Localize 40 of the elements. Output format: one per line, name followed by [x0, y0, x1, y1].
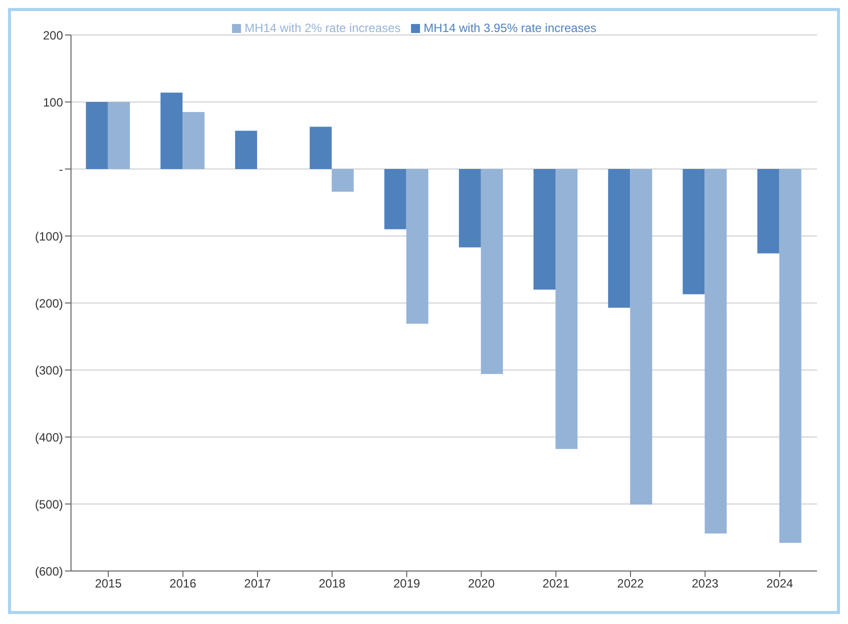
y-tick-label: 200: [42, 28, 64, 42]
x-tick-label: 2021: [542, 576, 570, 591]
bar: [182, 112, 205, 169]
bar: [630, 169, 652, 505]
bar: [235, 130, 258, 169]
bar: [757, 169, 780, 254]
bar: [556, 169, 578, 450]
y-tick-label: (100): [34, 229, 63, 244]
x-tick-label: 2022: [617, 576, 644, 591]
x-tick-label: 2017: [244, 576, 272, 591]
x-tick-label: 2019: [393, 576, 420, 591]
legend-label: MH14 with 3.95% rate increases: [424, 21, 596, 35]
bar: [458, 169, 481, 248]
bar: [480, 169, 503, 374]
bar: [682, 169, 705, 294]
bar: [779, 169, 802, 543]
bar: [86, 102, 108, 169]
x-tick-label: 2020: [468, 576, 495, 591]
y-tick-label: (300): [34, 363, 63, 378]
legend-label: MH14 with 2% rate increases: [244, 21, 401, 35]
bar: [406, 169, 428, 324]
y-tick-label: (200): [34, 296, 63, 310]
y-tick-label: 100: [42, 95, 64, 110]
bar: [704, 169, 727, 534]
x-tick-label: 2023: [692, 576, 719, 591]
x-tick-label: 2024: [766, 576, 794, 591]
bar: [332, 169, 354, 192]
x-tick-label: 2018: [318, 576, 346, 591]
bar: [384, 169, 406, 230]
bar: [608, 169, 630, 308]
bar: [108, 102, 130, 169]
bar: [310, 126, 332, 169]
y-tick-label: (600): [34, 564, 63, 578]
y-tick-label: (400): [34, 430, 63, 444]
y-tick-label: (500): [34, 497, 63, 512]
bar: [160, 92, 183, 169]
bar: [534, 169, 556, 290]
x-tick-label: 2015: [94, 576, 122, 591]
y-tick-label: -: [59, 162, 63, 176]
x-tick-label: 2016: [170, 576, 197, 591]
